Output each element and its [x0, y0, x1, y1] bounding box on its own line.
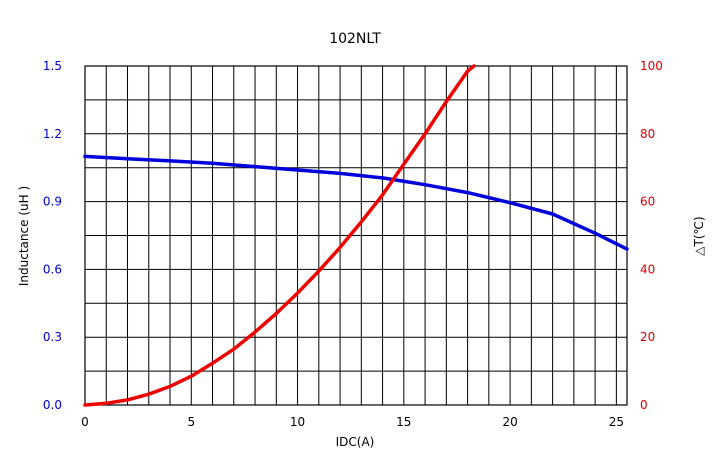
y-left-tick-label: 0.0	[43, 398, 62, 412]
y-left-tick-label: 0.6	[43, 262, 62, 276]
x-tick-label: 5	[187, 415, 195, 429]
y-right-tick-label: 80	[640, 127, 655, 141]
y-right-tick-label: 0	[640, 398, 648, 412]
x-tick-label: 0	[81, 415, 89, 429]
y-left-tick-label: 0.3	[43, 330, 62, 344]
x-tick-label: 15	[396, 415, 411, 429]
y-left-tick-label: 0.9	[43, 195, 62, 209]
temperature-line	[83, 64, 476, 407]
x-tick-label: 25	[609, 415, 624, 429]
y-right-tick-label: 20	[640, 330, 655, 344]
chart-title: 102NLT	[329, 31, 381, 47]
y-right-tick-label: 60	[640, 195, 655, 209]
y-right-tick-label: 100	[640, 59, 663, 73]
y-right-tick-label: 40	[640, 262, 655, 276]
inductance-line	[83, 154, 629, 251]
series	[83, 64, 629, 407]
y-axis-left-label: Inductance (uH )	[17, 186, 31, 286]
y-left-tick-label: 1.5	[43, 59, 62, 73]
ticks: 0 5 10 15 20 25 0.0 0.3 0.6 0.9 1.2 1.5 0 20 40 60 80 100	[43, 59, 663, 429]
plot-frame	[84, 65, 628, 406]
y-axis-right-label: △T(℃)	[692, 216, 706, 255]
x-tick-label: 20	[502, 415, 517, 429]
x-axis-label: IDC(A)	[336, 435, 375, 449]
y-left-tick-label: 1.2	[43, 127, 62, 141]
grid	[84, 65, 628, 406]
x-tick-label: 10	[290, 415, 305, 429]
